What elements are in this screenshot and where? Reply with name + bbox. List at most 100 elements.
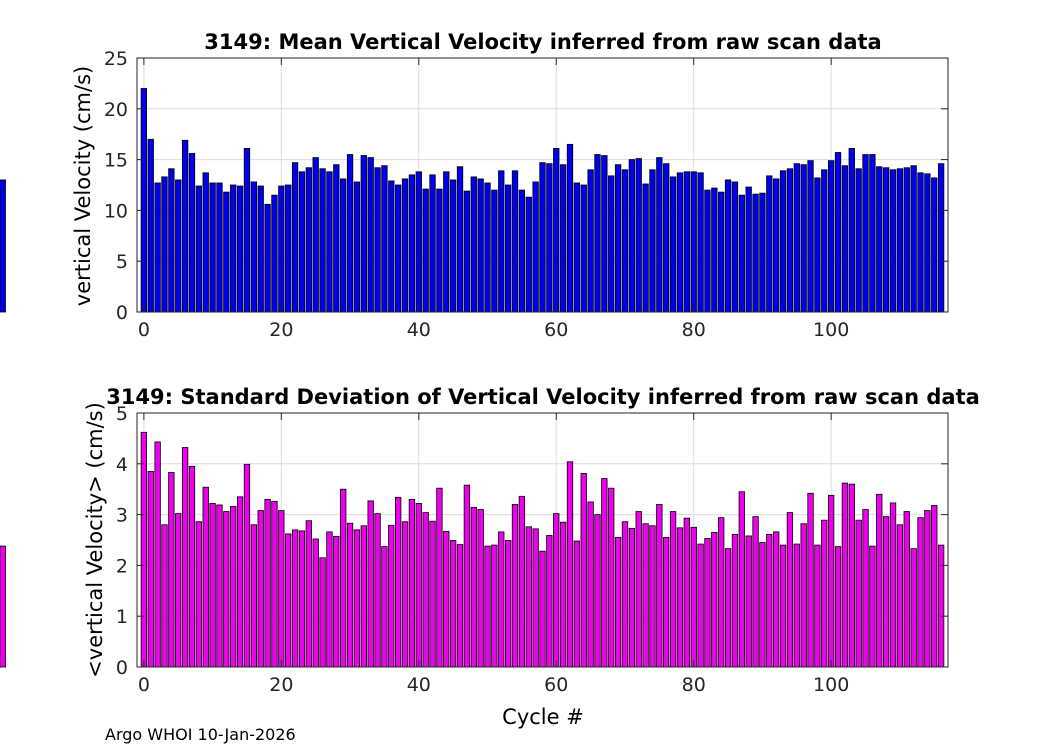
mean-bar — [443, 171, 450, 313]
std-bar — [161, 524, 168, 668]
mean-bar — [511, 170, 519, 313]
mean-bar — [608, 175, 615, 313]
std-bar — [360, 525, 367, 668]
std-bar — [752, 516, 759, 668]
std-bar — [209, 503, 216, 668]
std-bar — [649, 525, 656, 668]
mean-bar — [642, 183, 649, 313]
std-bar — [882, 516, 890, 668]
mean-bar — [869, 154, 876, 313]
std-bar — [553, 513, 560, 668]
mean-bar — [415, 171, 422, 313]
std-y-tick-label: 0 — [116, 657, 128, 679]
std-bar — [779, 544, 787, 668]
std-bar — [381, 546, 388, 668]
mean-bar — [594, 154, 601, 313]
std-bar — [800, 523, 807, 668]
mean-bar — [498, 170, 505, 313]
x-axis-label: Cycle # — [502, 705, 584, 729]
mean-x-tick-label: 40 — [407, 319, 431, 341]
mean-bar — [814, 177, 821, 313]
std-y-axis-label: <vertical Velocity> (cm/s) — [83, 402, 107, 678]
std-bar — [931, 505, 938, 668]
std-y-tick-label: 5 — [116, 403, 128, 425]
std-bar — [401, 521, 409, 668]
mean-bar — [470, 176, 477, 313]
std-bar — [869, 545, 876, 668]
std-bar — [704, 538, 711, 668]
mean-bar — [546, 163, 553, 313]
mean-y-axis-label: vertical Velocity (cm/s) — [71, 66, 95, 306]
mean-bar — [559, 164, 567, 313]
mean-bar — [580, 184, 587, 313]
mean-bar — [456, 166, 464, 313]
mean-bar — [931, 177, 938, 313]
std-bar — [663, 537, 670, 668]
std-bar — [546, 535, 553, 668]
std-bar — [367, 500, 374, 668]
mean-bar — [800, 164, 807, 313]
std-bar — [580, 473, 587, 668]
std-x-tick-label: 100 — [813, 674, 849, 696]
std-velocity-panel: 0 20 40 60 80 100 0 1 2 3 4 5 3149: Standard Deviat… — [0, 385, 980, 729]
std-bar — [271, 500, 278, 668]
mean-bar — [202, 172, 209, 313]
std-bar — [484, 545, 491, 668]
mean-bar — [312, 157, 319, 313]
mean-bar — [532, 181, 539, 313]
std-bar — [676, 527, 684, 668]
mean-bar — [628, 159, 635, 313]
mean-bar — [209, 182, 216, 313]
std-bar — [635, 511, 642, 668]
mean-bar — [388, 180, 395, 313]
std-bar — [346, 522, 354, 668]
mean-bar — [147, 138, 154, 313]
std-bar — [559, 521, 567, 668]
mean-y-tick-label: 5 — [116, 251, 128, 273]
std-bar — [140, 431, 148, 668]
mean-bar — [862, 154, 869, 313]
std-bar — [821, 519, 828, 668]
mean-bar — [326, 171, 333, 313]
std-x-tick-label: 80 — [682, 674, 706, 696]
mean-bar — [236, 185, 244, 313]
std-bar — [470, 507, 477, 668]
std-bar — [340, 488, 347, 668]
mean-x-tick-label: 20 — [269, 319, 293, 341]
mean-bar — [724, 179, 732, 313]
mean-bar — [876, 166, 883, 313]
mean-bar — [188, 153, 196, 313]
mean-bar — [779, 170, 787, 313]
mean-bar — [360, 155, 367, 313]
mean-bar — [711, 187, 718, 313]
mean-y-tick-label: 15 — [104, 150, 128, 172]
mean-bar — [291, 162, 299, 313]
mean-bar — [340, 178, 347, 313]
std-bar — [243, 463, 251, 668]
mean-bar — [759, 192, 766, 313]
std-x-tick-label: 60 — [544, 674, 568, 696]
mean-bar — [669, 176, 677, 313]
std-bar — [202, 486, 209, 668]
std-bar — [291, 529, 299, 668]
std-bar — [491, 544, 498, 668]
mean-bar — [917, 172, 924, 313]
std-bar — [855, 519, 862, 668]
std-bar — [889, 502, 897, 668]
std-bar — [230, 506, 237, 668]
mean-chart-title: 3149: Mean Vertical Velocity inferred fr… — [204, 30, 881, 54]
std-bar — [614, 537, 622, 668]
mean-bar — [621, 169, 629, 313]
std-bar — [910, 548, 917, 668]
std-bar — [718, 517, 725, 668]
std-bar — [628, 527, 635, 668]
mean-bar — [0, 179, 6, 313]
mean-bar — [278, 185, 285, 313]
mean-bar — [401, 178, 409, 313]
mean-bar — [264, 203, 271, 313]
std-bar — [834, 546, 842, 668]
mean-bar — [786, 168, 794, 313]
std-bar — [807, 492, 814, 668]
mean-bar — [161, 176, 168, 313]
